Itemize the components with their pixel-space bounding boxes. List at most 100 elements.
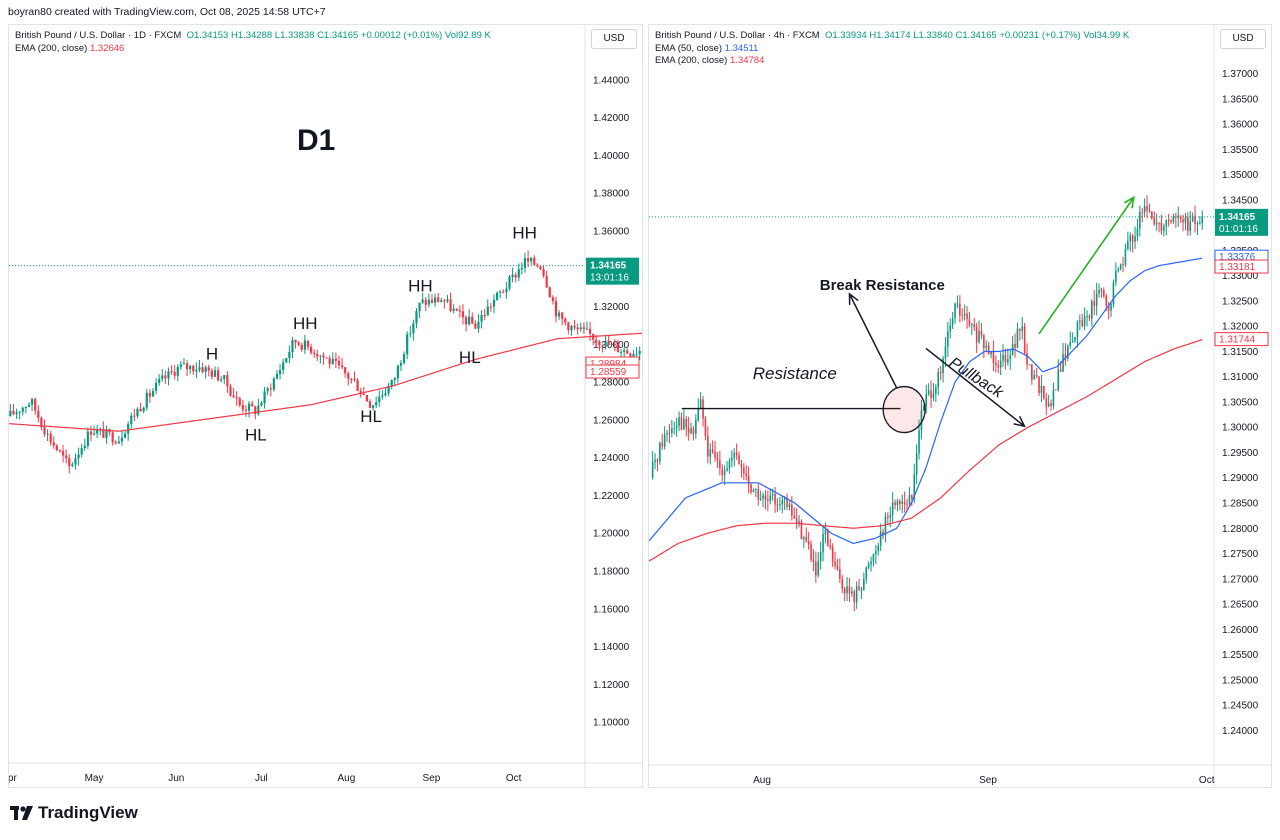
4h-candle-body	[707, 435, 709, 457]
4h-ema50-row: EMA (50, close) 1.34511	[655, 43, 1129, 56]
4h-candle-body	[728, 460, 731, 469]
daily-candle-body	[210, 370, 213, 377]
4h-candle-body	[1117, 269, 1120, 271]
4h-chart-panel[interactable]: British Pound / U.S. Dollar · 4h · FXCM …	[648, 24, 1272, 788]
4h-low: L1.33840	[913, 30, 953, 41]
daily-candle-body	[192, 365, 195, 372]
daily-candle-body	[46, 433, 49, 435]
4h-candle-body	[975, 326, 978, 343]
4h-candle-body	[1177, 215, 1180, 218]
4h-candle-body	[930, 390, 932, 398]
4h-candle-body	[889, 515, 892, 518]
4h-candle-body	[1179, 215, 1182, 220]
4h-candle-body	[951, 318, 954, 326]
daily-candle-body	[80, 448, 83, 455]
4h-candle-body	[764, 495, 767, 500]
daily-candle-body	[530, 257, 533, 262]
4h-candle-body	[1127, 241, 1129, 249]
4h-candle-body	[675, 426, 678, 429]
daily-currency-button[interactable]: USD	[591, 29, 637, 49]
daily-candle-body	[9, 410, 12, 417]
4h-candle-body	[959, 303, 961, 316]
daily-candle-body	[613, 343, 616, 345]
4h-chart-canvas[interactable]: 1.37000 1.36500 1.36000 1.35500 1.35000 1.345…	[649, 25, 1271, 787]
daily-candle-body	[517, 269, 520, 278]
4h-candle-body	[807, 541, 810, 545]
4h-candle-body	[743, 467, 745, 474]
4h-candle-body	[937, 371, 940, 388]
4h-candle-body	[1095, 293, 1098, 306]
daily-candle-body	[359, 391, 362, 394]
4h-candle-body	[1071, 340, 1074, 342]
daily-candle-body	[548, 287, 551, 298]
daily-candle-body	[430, 299, 434, 303]
4h-x-tick-label: Oct	[1199, 775, 1215, 786]
daily-candle-body	[201, 367, 204, 372]
daily-candle-body	[173, 371, 176, 376]
4h-candle-body	[1052, 389, 1055, 406]
4h-candle-body	[999, 360, 1002, 368]
daily-chart-canvas[interactable]: 1.440001.420001.400001.380001.360001.340…	[9, 25, 642, 787]
4h-candle-body	[1088, 316, 1091, 319]
daily-x-tick-label: Apr	[9, 773, 17, 784]
daily-candle-body	[502, 291, 505, 293]
daily-candle-body	[582, 327, 585, 329]
daily-candle-body	[24, 406, 27, 408]
4h-candle-body	[834, 561, 836, 566]
daily-candle-body	[427, 299, 430, 305]
4h-candle-body	[1059, 369, 1062, 372]
4h-candle-body	[872, 554, 875, 562]
swing-label: HL	[459, 348, 481, 367]
4h-candle-body	[1172, 216, 1175, 222]
4h-candle-body	[1201, 216, 1204, 224]
4h-candle-body	[891, 502, 894, 516]
daily-candle-body	[561, 312, 564, 319]
4h-candle-body	[1023, 326, 1026, 354]
4h-currency-button[interactable]: USD	[1220, 29, 1266, 49]
4h-candle-body	[963, 313, 966, 316]
daily-candle-body	[362, 393, 365, 395]
daily-candle-body	[198, 367, 201, 370]
daily-chart-panel[interactable]: British Pound / U.S. Dollar · 1D · FXCM …	[8, 24, 643, 788]
daily-candle-body	[635, 353, 638, 355]
swing-label: HL	[360, 407, 382, 426]
daily-candle-body	[486, 306, 489, 316]
4h-candle-body	[906, 503, 908, 505]
daily-candle-body	[375, 402, 378, 406]
4h-candle-body	[1163, 226, 1165, 231]
4h-candle-body	[716, 457, 719, 461]
daily-candle-body	[629, 353, 632, 357]
daily-low: L1.33838	[274, 30, 315, 41]
4h-y-tick-label: 1.29000	[1222, 473, 1259, 484]
daily-y-tick-label: 1.14000	[593, 642, 630, 653]
daily-candle-body	[557, 312, 561, 317]
4h-candle-body	[1134, 236, 1136, 242]
daily-candle-body	[294, 339, 297, 343]
pullback-label: Pullback	[946, 354, 1007, 402]
tradingview-brand[interactable]: TradingView	[10, 803, 138, 823]
4h-candle-body	[942, 358, 944, 374]
4h-candle-body	[699, 399, 702, 409]
4h-candle-body	[1112, 282, 1115, 305]
daily-candle-body	[601, 345, 604, 347]
daily-candle-body	[458, 310, 461, 312]
4h-candle-body	[947, 331, 949, 347]
4h-scale-badge	[1214, 259, 1269, 274]
4h-candle-body	[735, 452, 738, 456]
resistance-label: Resistance	[753, 364, 837, 383]
daily-candle-body	[179, 364, 182, 367]
daily-candle-body	[638, 351, 641, 354]
daily-candle-body	[21, 407, 24, 412]
4h-candle-body	[1004, 355, 1007, 363]
4h-ema50-line	[649, 257, 1203, 545]
daily-candle-body	[381, 395, 384, 397]
4h-y-tick-label: 1.30500	[1222, 397, 1259, 408]
4h-candle-body	[841, 578, 844, 589]
4h-candle-body	[1047, 403, 1050, 407]
4h-candle-body	[1141, 212, 1144, 214]
daily-candle-body	[127, 423, 130, 434]
4h-candle-body	[920, 410, 923, 431]
daily-ema200-line	[9, 332, 642, 432]
daily-candle-body	[514, 274, 517, 278]
4h-x-tick-label: Sep	[979, 775, 997, 786]
